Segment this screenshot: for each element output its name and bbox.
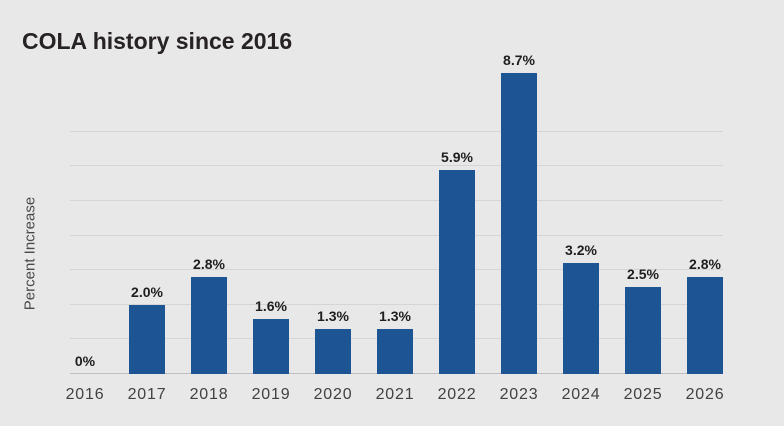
bar-column-2020: 1.3% 2020 — [302, 60, 364, 403]
bar-column-2019: 1.6% 2019 — [240, 60, 302, 403]
bar-column-2022: 5.9% 2022 — [426, 60, 488, 403]
gridline — [70, 303, 723, 305]
bar-2022 — [439, 170, 475, 374]
bar-value-label: 8.7% — [503, 52, 535, 68]
x-tick-label: 2016 — [65, 386, 105, 403]
x-tick-label: 2026 — [685, 386, 725, 403]
bar-2025 — [625, 287, 661, 374]
gridline — [70, 234, 723, 236]
gridline — [70, 130, 723, 132]
bar-column-2025: 2.5% 2025 — [612, 60, 674, 403]
bar-value-label: 1.3% — [379, 308, 411, 324]
bar-column-2017: 2.0% 2017 — [116, 60, 178, 403]
bar-2020 — [315, 329, 351, 374]
bar-2026 — [687, 277, 723, 374]
bar-value-label: 1.3% — [317, 308, 349, 324]
x-tick-label: 2018 — [189, 386, 229, 403]
bar-2018 — [191, 277, 227, 374]
chart-title: COLA history since 2016 — [22, 28, 293, 54]
bar-column-2024: 3.2% 2024 — [550, 60, 612, 403]
bar-value-label: 2.8% — [193, 256, 225, 272]
bar-value-label: 0% — [74, 353, 96, 369]
x-tick-label: 2023 — [499, 386, 539, 403]
bar-2024 — [563, 263, 599, 374]
bar-2021 — [377, 329, 413, 374]
bar-value-label: 1.6% — [255, 298, 287, 314]
bars-layer: 0% 2016 2.0% 2017 2.8% 2018 1.6% 2019 1.3% 2020 1.… — [54, 52, 736, 403]
bar-column-2023: 8.7% 2023 — [488, 52, 550, 403]
x-tick-label: 2022 — [437, 386, 477, 403]
bar-2017 — [129, 305, 165, 374]
x-tick-label: 2024 — [561, 386, 601, 403]
bar-value-label: 3.2% — [565, 242, 597, 258]
gridline — [70, 200, 723, 201]
x-tick-label: 2020 — [313, 386, 353, 403]
bar-column-2026: 2.8% 2026 — [674, 60, 736, 403]
gridline — [70, 269, 723, 271]
bar-2023 — [501, 73, 537, 374]
bar-value-label: 2.8% — [689, 256, 721, 272]
bar-column-2016: 0% 2016 — [54, 60, 116, 403]
bar-2019 — [253, 319, 289, 374]
y-axis-label: Percent Increase — [21, 196, 39, 311]
x-tick-label: 2021 — [375, 386, 415, 403]
bar-column-2021: 1.3% 2021 — [364, 60, 426, 403]
bar-value-label: 5.9% — [441, 149, 473, 165]
bar-value-label: 2.0% — [131, 284, 163, 300]
x-tick-label: 2019 — [251, 386, 291, 403]
bar-value-label: 2.5% — [627, 266, 659, 282]
x-tick-label: 2025 — [623, 386, 663, 403]
x-tick-label: 2017 — [127, 386, 167, 403]
bar-column-2018: 2.8% 2018 — [178, 60, 240, 403]
gridline — [70, 165, 723, 167]
